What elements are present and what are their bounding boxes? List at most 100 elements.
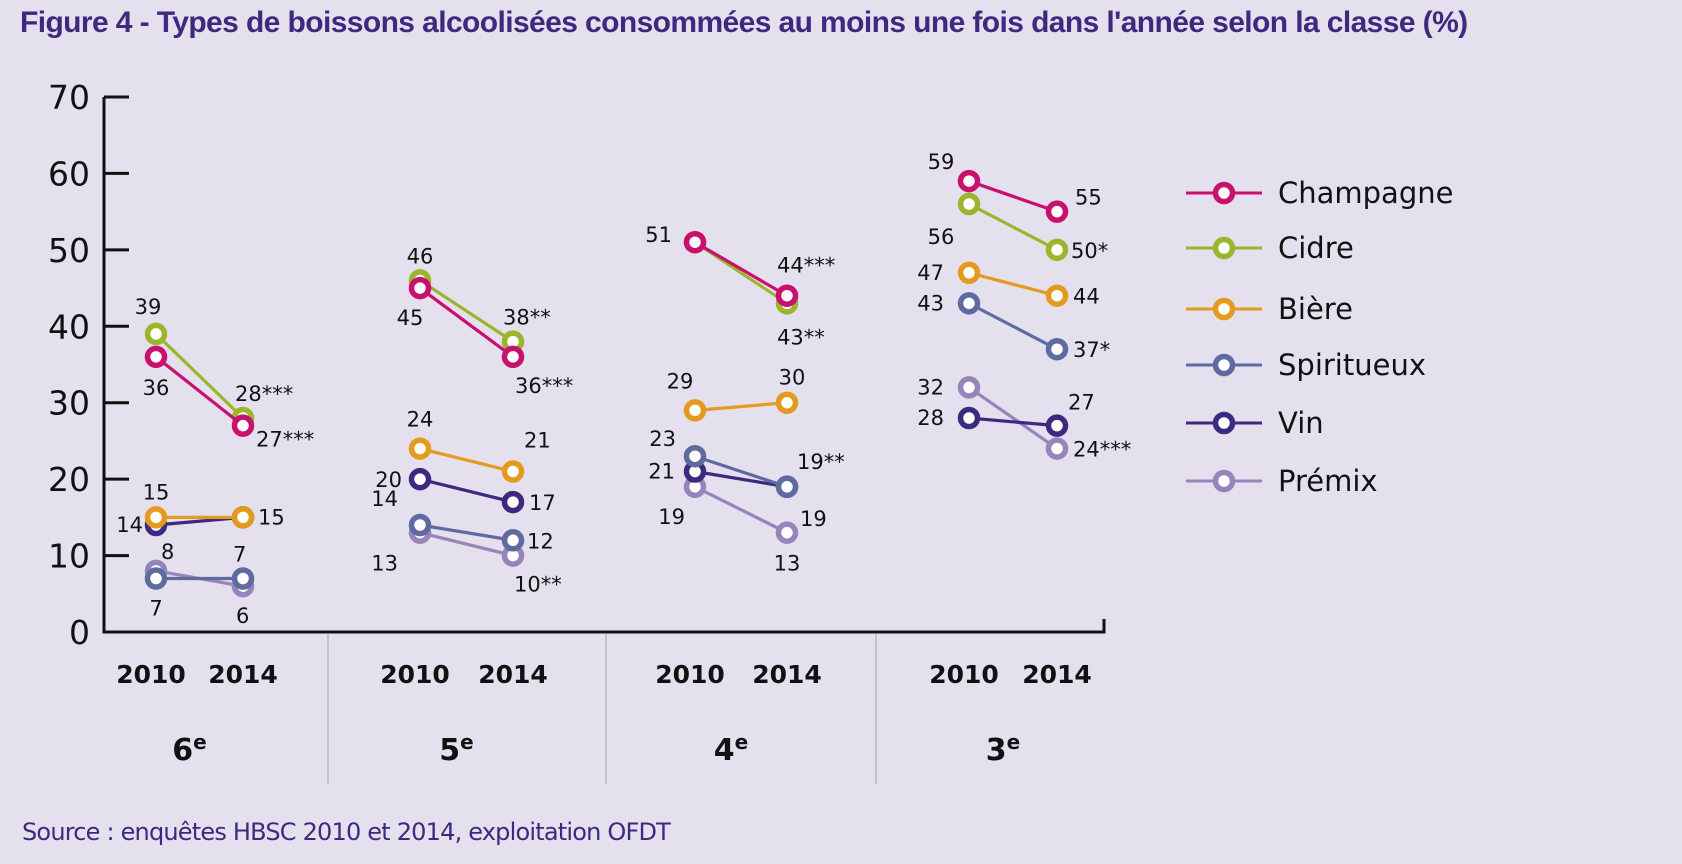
- class-label: 5e: [439, 730, 473, 768]
- series-line-biere: [694, 401, 788, 412]
- data-label-champagne: 44***: [777, 254, 835, 278]
- series-line-champagne: [419, 286, 514, 359]
- data-label-champagne: 27***: [256, 428, 314, 452]
- data-point-premix: [1045, 437, 1069, 460]
- class-label: 4e: [714, 730, 748, 768]
- data-label-vin: 27: [1068, 391, 1095, 415]
- data-point-champagne: [501, 345, 525, 369]
- legend-item-spiritueux: Spiritueux: [1186, 348, 1426, 382]
- data-label-vin: 15: [258, 505, 285, 529]
- year-label: 2014: [208, 660, 278, 689]
- legend-label: Cidre: [1278, 231, 1354, 265]
- legend-label: Prémix: [1278, 464, 1378, 498]
- data-label-cidre: 28***: [235, 382, 293, 406]
- chart-title: Figure 4 - Types de boissons alcoolisées…: [20, 6, 1468, 39]
- data-label-premix: 19: [658, 505, 685, 529]
- legend-swatch-marker: [1212, 236, 1236, 260]
- data-label-champagne: 36***: [515, 374, 573, 398]
- legend: Champagne Cidre Bière Spiritueux Vin Prémix: [1186, 176, 1453, 498]
- data-label-spiritueux: 19: [800, 507, 827, 531]
- data-label-premix: 10**: [514, 573, 562, 597]
- data-point-vin: [1045, 414, 1069, 437]
- data-point-cidre: [957, 192, 981, 216]
- legend-swatch-marker: [1212, 411, 1236, 435]
- data-point-vin: [501, 490, 525, 514]
- data-label-spiritueux: 37*: [1073, 338, 1110, 362]
- data-label-champagne: 45: [397, 306, 424, 330]
- data-point-spiritueux: [957, 292, 981, 315]
- data-label-biere: 44: [1073, 285, 1100, 309]
- series-line-spiritueux: [968, 301, 1058, 351]
- series-line-biere: [419, 447, 514, 474]
- data-label-vin: 14: [116, 513, 143, 537]
- legend-item-cidre: Cidre: [1186, 231, 1354, 265]
- data-point-champagne: [408, 276, 432, 300]
- legend-label: Bière: [1278, 292, 1353, 326]
- legend-item-premix: Prémix: [1186, 464, 1378, 498]
- data-label-biere: 15: [143, 480, 170, 504]
- data-point-biere: [683, 399, 707, 422]
- data-point-biere: [408, 437, 432, 460]
- data-label-champagne: 55: [1075, 186, 1102, 210]
- y-tick-label: 30: [48, 384, 90, 423]
- source-note: Source : enquêtes HBSC 2010 et 2014, exp…: [22, 818, 671, 846]
- data-point-champagne: [683, 230, 707, 254]
- series-line-cidre: [419, 279, 514, 343]
- data-point-biere: [1045, 284, 1069, 307]
- data-label-vin: 21: [648, 460, 675, 484]
- y-tick-label: 70: [48, 78, 90, 117]
- data-label-premix: 24***: [1073, 438, 1131, 462]
- legend-label: Spiritueux: [1278, 348, 1426, 382]
- legend-item-biere: Bière: [1186, 292, 1353, 326]
- class-label: 6e: [172, 730, 206, 768]
- data-label-cidre: 39: [135, 295, 162, 319]
- year-label: 2010: [116, 660, 186, 689]
- data-label-cidre: 38**: [503, 306, 551, 330]
- legend-label: Champagne: [1278, 176, 1453, 210]
- data-point-spiritueux: [501, 529, 525, 552]
- data-point-champagne: [1045, 200, 1069, 223]
- year-label: 2014: [478, 660, 548, 689]
- data-label-vin: 28: [917, 406, 944, 430]
- legend-swatch-marker: [1212, 181, 1236, 205]
- data-point-champagne: [957, 169, 981, 193]
- data-point-spiritueux: [683, 444, 707, 468]
- data-point-vin: [408, 467, 432, 491]
- data-label-champagne: 59: [928, 150, 955, 174]
- series-line-cidre: [154, 332, 245, 420]
- series-biere: [144, 261, 1069, 529]
- data-label-premix: 32: [917, 375, 944, 399]
- data-point-spiritueux: [231, 567, 255, 590]
- data-point-champagne: [144, 345, 168, 369]
- data-label-vin: 17: [529, 491, 556, 515]
- data-label-cidre: 51: [645, 223, 672, 247]
- series-line-champagne: [968, 179, 1058, 214]
- data-point-champagne: [775, 284, 799, 307]
- year-label: 2014: [1022, 660, 1092, 689]
- y-tick-label: 40: [48, 307, 90, 346]
- data-label-spiritueux: 7: [149, 597, 162, 621]
- data-point-champagne: [231, 414, 255, 437]
- year-label: 2010: [655, 660, 725, 689]
- data-label-spiritueux: 12: [527, 529, 554, 553]
- data-label-vin: 19**: [797, 450, 845, 474]
- y-tick-label: 10: [48, 537, 90, 576]
- data-point-spiritueux: [144, 567, 168, 590]
- series-spiritueux: [144, 292, 1069, 590]
- series-line-vin: [968, 416, 1058, 428]
- data-label-spiritueux: 7: [233, 543, 246, 567]
- data-label-premix: 6: [236, 604, 249, 628]
- series-line-spiritueux: [694, 454, 788, 489]
- axes: [102, 97, 1106, 784]
- data-label-biere: 24: [407, 408, 434, 432]
- data-label-biere: 29: [667, 369, 694, 393]
- data-point-cidre: [144, 322, 168, 346]
- data-point-biere: [144, 506, 168, 529]
- legend-swatch-marker: [1212, 353, 1236, 377]
- series-layer: [144, 169, 1069, 598]
- y-tick-label: 50: [48, 231, 90, 270]
- data-label-cidre: 50*: [1071, 239, 1108, 263]
- data-point-vin: [957, 406, 981, 430]
